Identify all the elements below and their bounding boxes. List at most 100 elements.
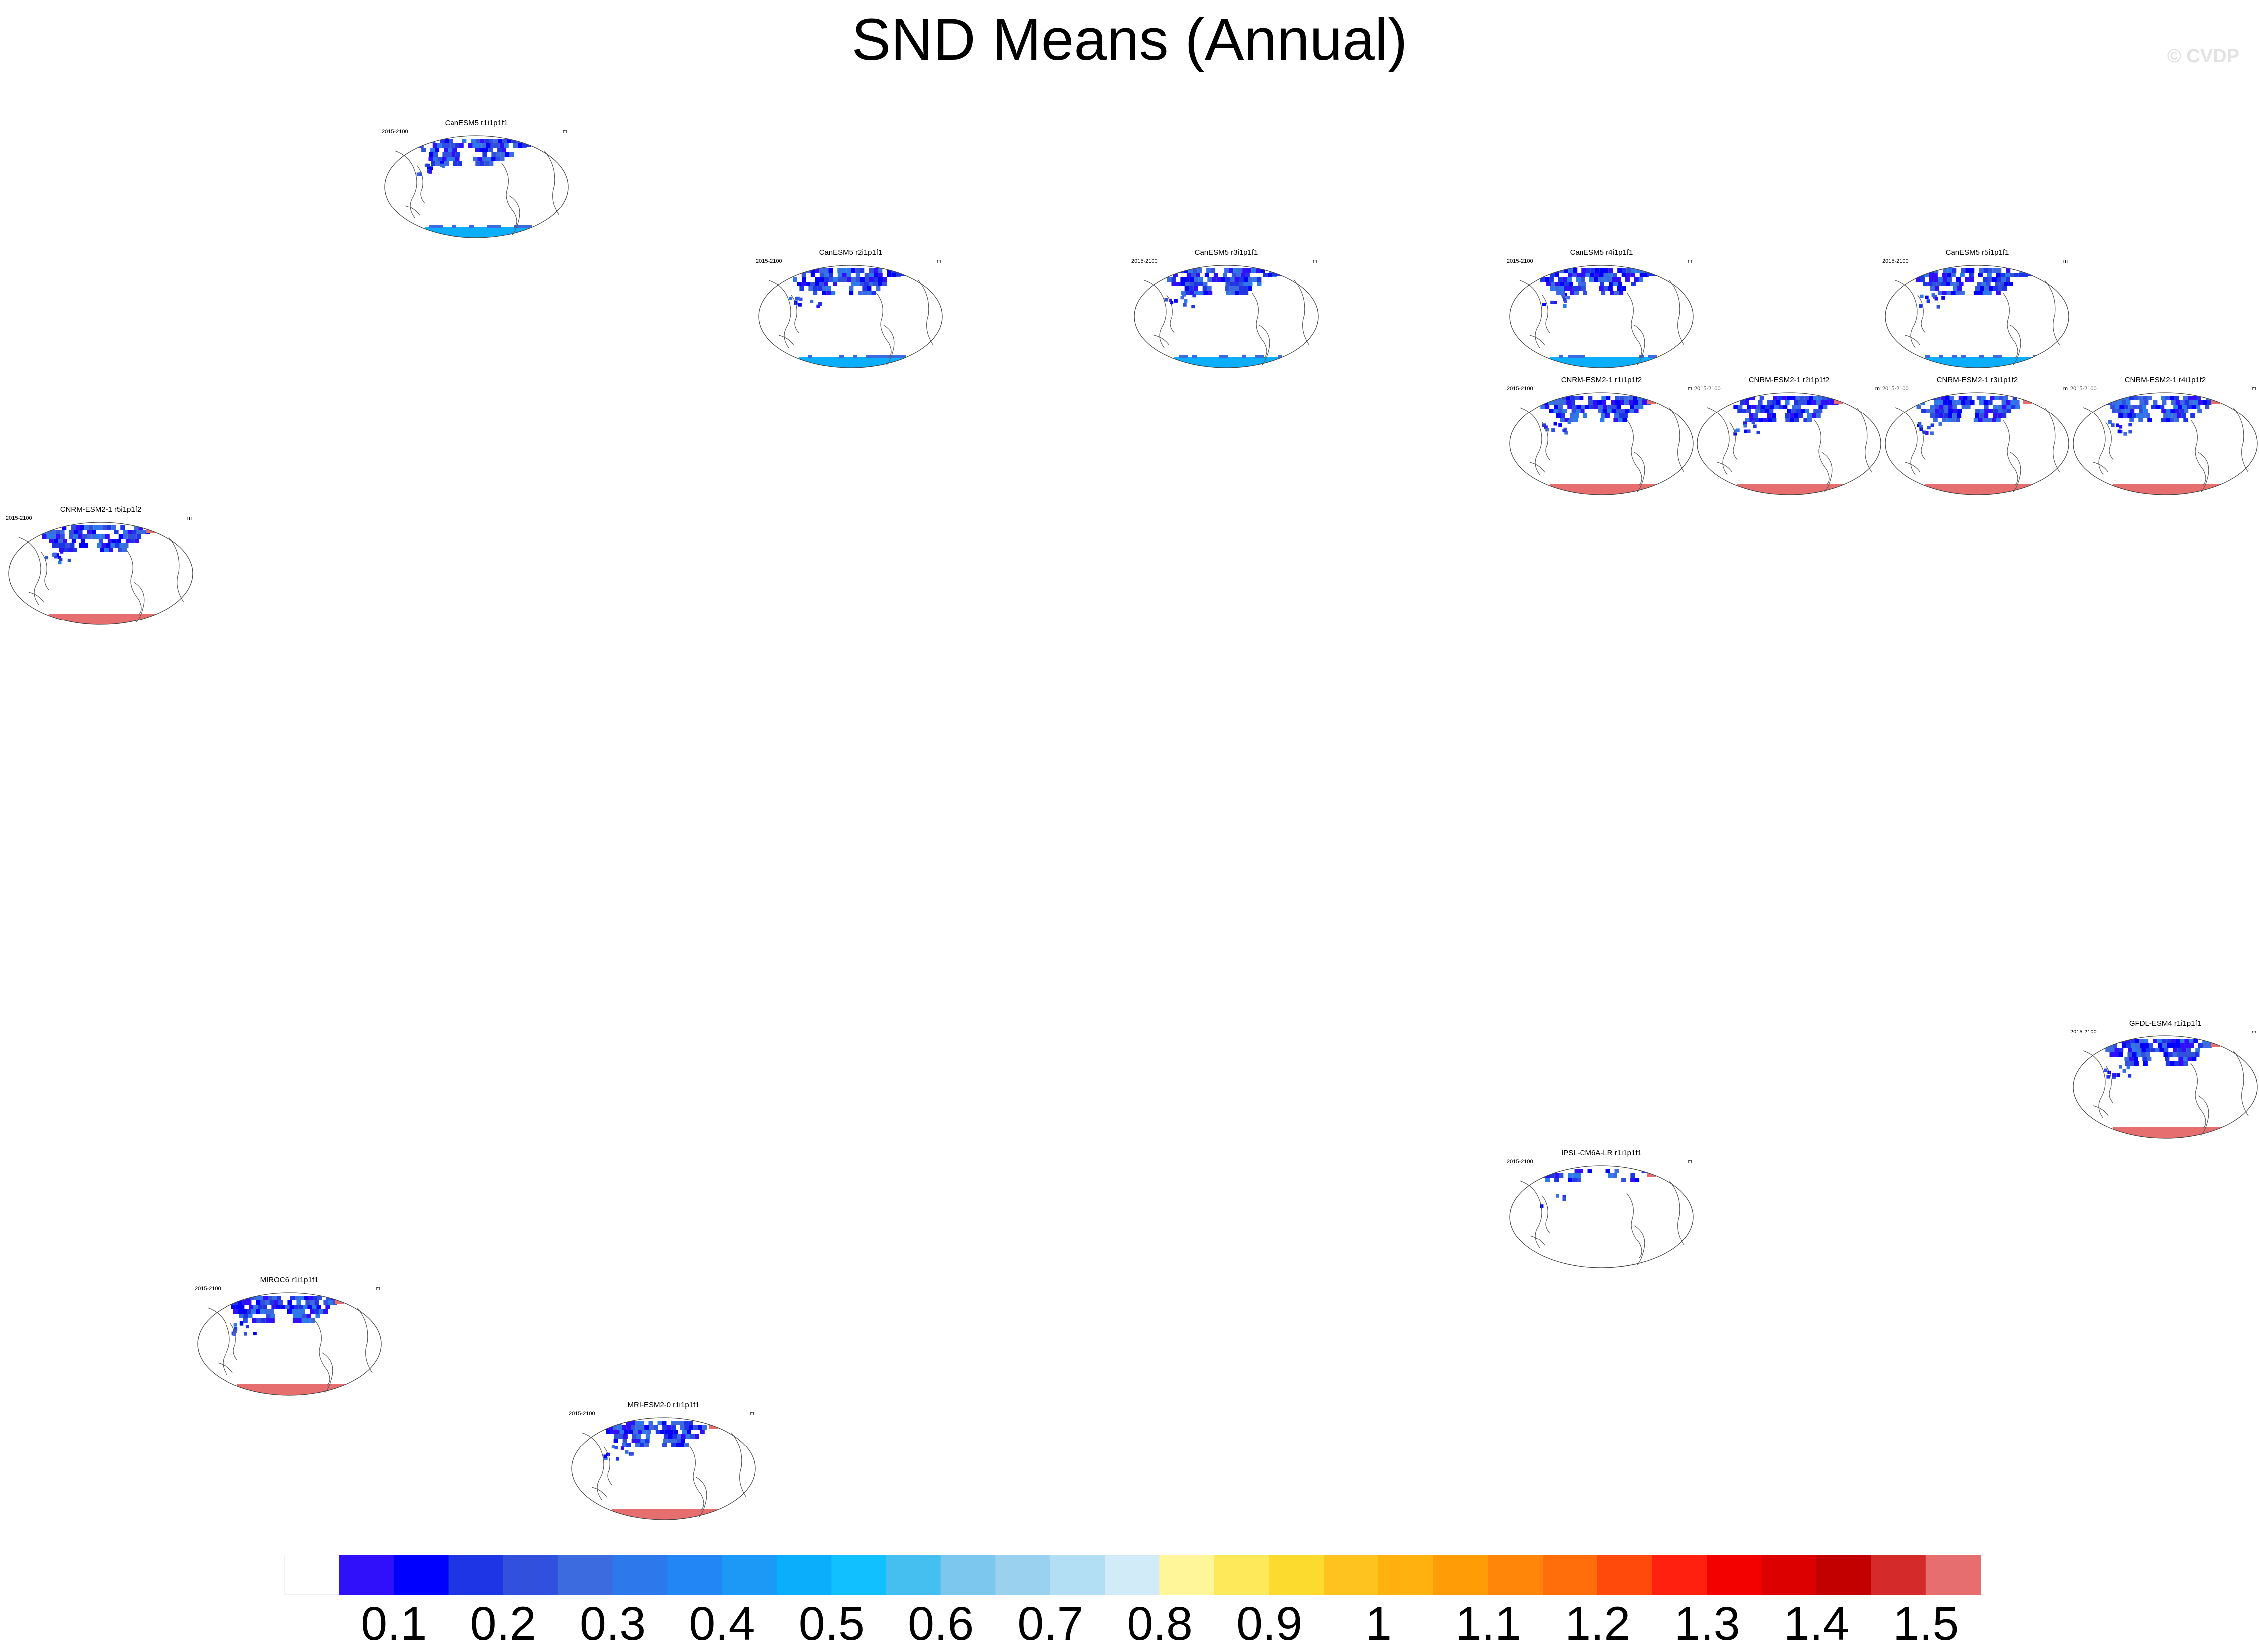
snow-cell [798,303,802,307]
snow-cell [1539,400,1544,405]
snow-cell [1257,282,1262,286]
antarctica-field [1174,357,1283,368]
snow-cell [1984,409,1989,413]
snow-cell [1942,291,1947,295]
snow-cell [801,282,806,286]
snow-cell [1616,405,1621,409]
snow-cell [259,1296,264,1300]
snow-cell [1749,418,1754,422]
snow-cell [1564,418,1569,422]
snow-cell [1617,286,1622,291]
snow-cell [1225,282,1230,286]
snow-cell [2008,282,2013,286]
snow-cell [1568,286,1573,291]
snow-cell [2110,405,2115,409]
snow-cell [2177,1052,2182,1057]
snow-cell [1189,286,1194,291]
snow-cell [2125,409,2130,413]
snow-cell [1267,273,1272,277]
colorbar-box [1597,1555,1653,1595]
coastline [1166,295,1175,333]
snow-cell [444,139,449,143]
snow-cell [2155,405,2160,409]
snow-cell [795,297,799,301]
snow-cell [1909,396,1914,400]
snow-cell [271,1305,276,1309]
snow-cell [2126,1043,2131,1048]
snow-cell [1573,418,1578,422]
snow-cell [698,1425,703,1430]
coastline [1905,462,1921,473]
snow-cell [1530,396,1535,400]
snow-cell [1174,299,1178,303]
map-outline [571,1417,756,1520]
snow-cell [630,1421,635,1425]
snow-cell [484,139,489,143]
snow-cell [2129,1061,2134,1066]
snow-cell [1976,396,1981,400]
snow-cell [1248,277,1253,282]
snow-cell [810,282,815,286]
antarctica-cell [875,355,880,358]
snow-cell [455,152,460,157]
snow-cell [1600,418,1605,422]
snow-cell [2123,413,2128,418]
snow-cell [1222,273,1227,277]
snow-cell [1930,431,1934,435]
snow-cell [1973,418,1978,422]
snow-cell [817,286,822,291]
snow-cell [1625,277,1630,282]
snow-cell [1743,424,1747,428]
snow-cell [2005,277,2010,282]
snow-cell [1998,409,2003,413]
snow-cell [1635,268,1640,273]
snow-cell [98,525,103,530]
snow-cell [1987,277,1992,282]
snow-cell [837,268,842,273]
snow-cell [1965,277,1970,282]
snow-cell [2190,413,2195,418]
snow-cell [326,1296,331,1300]
map-outline [2073,1035,2258,1139]
snow-cell [2205,405,2210,409]
snow-cell [1581,268,1586,273]
snow-cell [127,530,132,534]
robinson-map [1134,265,1319,368]
panel-period: 2015-2100 [1131,258,1158,264]
snow-cell [2143,409,2148,413]
snow-cell [1993,409,1998,413]
coastlines [1144,280,1310,366]
snow-cell [1589,277,1594,282]
snow-cell [123,530,128,534]
snow-cell [1746,409,1751,413]
snow-cell [1950,282,1955,286]
snow-cell [1230,277,1235,282]
snow-cell [287,1300,292,1305]
greenland-cell [709,1422,718,1429]
snow-cell [1758,418,1763,422]
snow-cell [1966,405,1971,409]
snow-cell [1935,409,1940,413]
snow-cell [850,282,855,286]
snow-cell [1922,396,1927,400]
snow-cell [1559,282,1564,286]
panel-period: 2015-2100 [569,1411,595,1417]
snow-cell [822,286,827,291]
snow-cell [1918,396,1923,400]
snow-cell [433,157,438,161]
snow-cell [2147,418,2152,422]
snow-cell [1760,409,1765,413]
snow-cell [263,1296,268,1300]
snow-cell [2143,1061,2148,1066]
colorbar-box [1324,1555,1379,1595]
snow-cell [80,525,85,530]
antarctica-field [1550,484,1658,495]
snow-cell [1185,282,1190,286]
snow-cell [648,1421,653,1425]
snow-cell [1562,295,1566,299]
snow-cell [626,1421,631,1425]
coastline [2105,1065,2114,1104]
snow-cell [134,525,139,530]
snow-cell [256,1318,261,1323]
